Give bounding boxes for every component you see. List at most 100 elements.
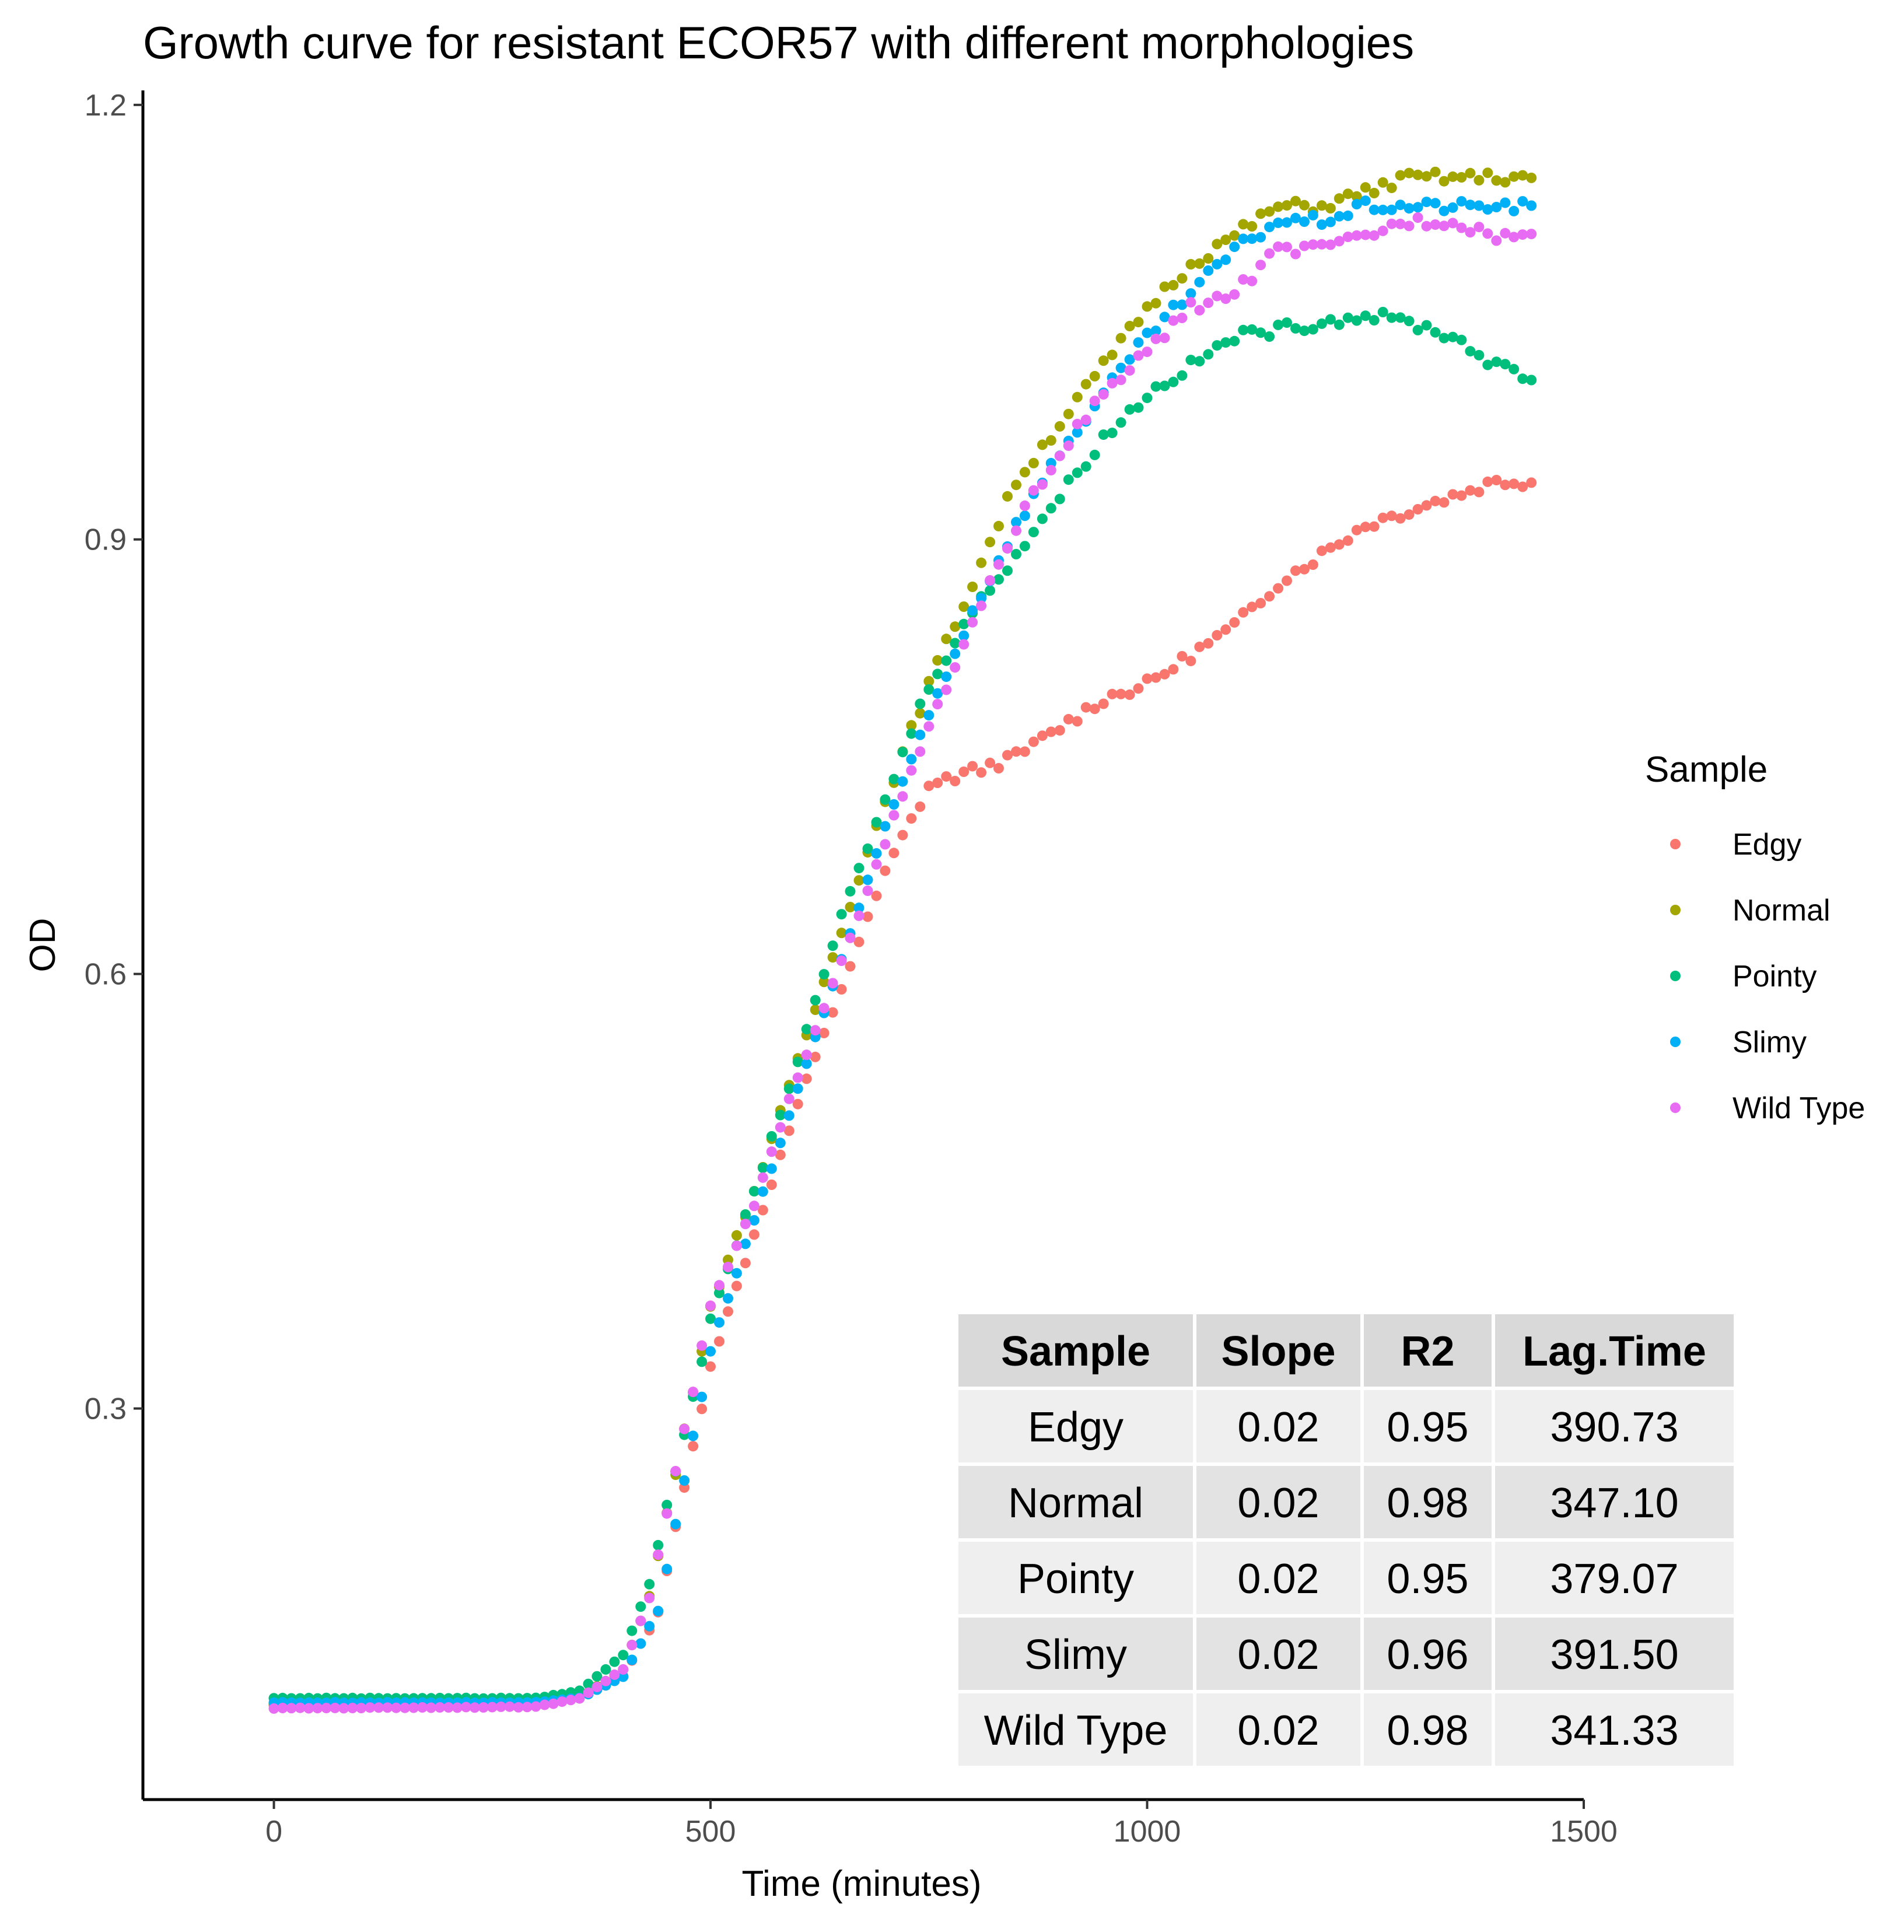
point-pointy (1028, 527, 1039, 538)
point-edgy (1238, 607, 1249, 618)
point-slimy (1115, 362, 1126, 373)
point-normal (1517, 170, 1528, 181)
point-edgy (1168, 664, 1179, 675)
point-normal (1404, 167, 1415, 178)
point-edgy (688, 1441, 699, 1452)
point-slimy (1168, 299, 1179, 310)
point-pointy (1150, 381, 1161, 392)
point-wild-type (1229, 289, 1240, 300)
point-pointy (993, 574, 1004, 585)
point-edgy (1255, 598, 1266, 608)
point-wild-type (574, 1693, 585, 1704)
point-edgy (1063, 713, 1074, 724)
point-slimy (1334, 211, 1345, 222)
point-pointy (1203, 349, 1214, 360)
point-pointy (1360, 310, 1371, 321)
point-wild-type (766, 1146, 777, 1157)
point-slimy (1220, 254, 1231, 265)
point-wild-type (1255, 260, 1266, 271)
point-wild-type (1307, 239, 1318, 250)
point-edgy (1282, 575, 1292, 586)
point-slimy (1456, 196, 1467, 207)
point-normal (1264, 206, 1275, 217)
point-edgy (1212, 630, 1223, 640)
point-wild-type (653, 1549, 664, 1560)
point-edgy (1412, 504, 1423, 514)
point-edgy (696, 1404, 708, 1415)
point-edgy (976, 767, 987, 778)
point-wild-type (662, 1508, 673, 1519)
point-slimy (897, 776, 908, 787)
point-pointy (1072, 467, 1083, 478)
point-slimy (1386, 204, 1397, 215)
point-wild-type (1028, 485, 1039, 496)
point-normal (845, 902, 856, 912)
point-edgy (1482, 476, 1493, 487)
point-edgy (1290, 565, 1301, 576)
point-edgy (1360, 522, 1371, 533)
point-wild-type (1273, 241, 1284, 252)
point-wild-type (696, 1340, 708, 1351)
point-pointy (1491, 356, 1502, 368)
point-pointy (1019, 541, 1030, 552)
point-normal (1203, 253, 1214, 264)
point-slimy (1421, 197, 1432, 208)
chart-title: Growth curve for resistant ECOR57 with d… (143, 17, 1414, 68)
point-edgy (766, 1180, 777, 1190)
point-normal (723, 1254, 733, 1265)
point-wild-type (277, 1703, 288, 1713)
point-slimy (1255, 232, 1266, 243)
point-wild-type (408, 1702, 419, 1713)
point-edgy (915, 801, 926, 812)
point-edgy (967, 761, 978, 772)
point-wild-type (286, 1703, 297, 1714)
point-normal (1430, 166, 1441, 177)
point-wild-type (356, 1703, 367, 1714)
point-slimy (915, 729, 926, 740)
table-cell-text: 0.02 (1237, 1707, 1319, 1754)
point-wild-type (478, 1702, 489, 1713)
point-edgy (1351, 524, 1362, 536)
point-wild-type (1368, 230, 1380, 241)
point-pointy (836, 909, 847, 920)
point-pointy (1177, 370, 1188, 381)
point-edgy (1421, 500, 1432, 511)
point-edgy (1368, 521, 1380, 532)
point-pointy (626, 1625, 638, 1636)
point-slimy (705, 1346, 716, 1357)
point-slimy (976, 593, 987, 604)
point-slimy (871, 848, 882, 859)
table-cell-text: 391.50 (1550, 1632, 1678, 1678)
point-pointy (845, 886, 856, 897)
point-pointy (1115, 417, 1126, 428)
point-slimy (1264, 222, 1275, 233)
point-edgy (748, 1229, 760, 1240)
point-pointy (941, 655, 952, 666)
point-wild-type (1491, 235, 1502, 246)
point-normal (1508, 171, 1520, 182)
point-slimy (1194, 276, 1205, 288)
point-normal (1351, 191, 1362, 202)
table-cell (1193, 1690, 1364, 1769)
point-edgy (1150, 672, 1161, 683)
point-slimy (1517, 196, 1528, 207)
point-pointy (1500, 359, 1511, 370)
point-pointy (915, 698, 926, 709)
point-edgy (1177, 651, 1188, 662)
point-slimy (740, 1238, 751, 1250)
point-pointy (1255, 327, 1266, 338)
point-normal (827, 952, 838, 963)
point-pointy (644, 1578, 655, 1590)
point-normal (1185, 259, 1196, 270)
table-header-text: Slope (1221, 1328, 1335, 1375)
point-pointy (1212, 340, 1223, 351)
point-normal (818, 977, 830, 988)
point-slimy (1474, 200, 1485, 211)
point-edgy (1474, 487, 1485, 498)
point-wild-type (801, 1049, 812, 1060)
point-normal (993, 520, 1004, 531)
point-slimy (941, 671, 952, 682)
point-wild-type (504, 1701, 515, 1712)
table-cell (1492, 1614, 1737, 1693)
point-wild-type (548, 1698, 559, 1709)
